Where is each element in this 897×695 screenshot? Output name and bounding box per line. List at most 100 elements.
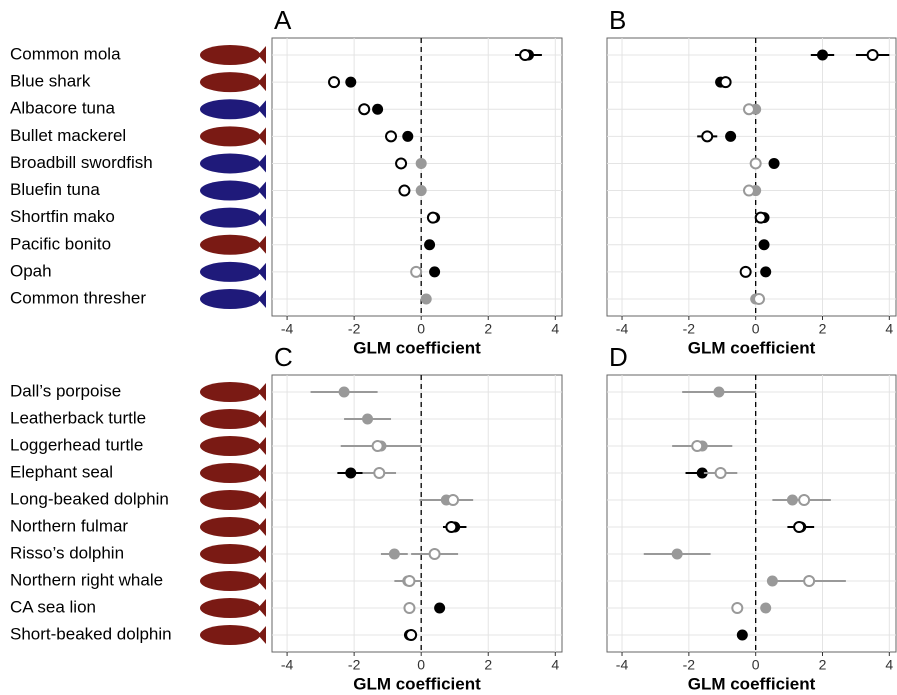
x-axis-label: GLM coefficient bbox=[353, 338, 481, 357]
filled-point bbox=[768, 157, 780, 169]
filled-point bbox=[671, 548, 683, 560]
category-label: Short-beaked dolphin bbox=[10, 624, 172, 643]
filled-point bbox=[372, 103, 384, 115]
category-label: Risso’s dolphin bbox=[10, 543, 124, 562]
open-point bbox=[714, 467, 727, 479]
filled-point bbox=[816, 49, 828, 61]
silhouette bbox=[200, 490, 260, 510]
category-label: Opah bbox=[10, 261, 52, 280]
open-point bbox=[373, 467, 386, 479]
category-label: Northern fulmar bbox=[10, 516, 128, 535]
filled-point bbox=[696, 467, 708, 479]
silhouette-tail bbox=[258, 599, 266, 617]
silhouette bbox=[200, 436, 260, 456]
silhouette-tail bbox=[258, 626, 266, 644]
x-tick-label: 4 bbox=[885, 321, 893, 337]
filled-point bbox=[420, 293, 432, 305]
open-point bbox=[410, 265, 423, 278]
open-point bbox=[403, 575, 416, 587]
open-point bbox=[866, 49, 879, 61]
silhouette bbox=[200, 517, 260, 537]
filled-point bbox=[760, 266, 772, 278]
x-tick-label: 0 bbox=[417, 657, 425, 673]
open-point bbox=[426, 211, 439, 224]
open-point bbox=[371, 440, 384, 452]
silhouette bbox=[200, 409, 260, 429]
silhouette bbox=[200, 289, 260, 309]
open-point bbox=[719, 76, 732, 89]
x-axis-label: GLM coefficient bbox=[688, 674, 816, 693]
category-label: Blue shark bbox=[10, 72, 91, 91]
open-point bbox=[754, 211, 767, 224]
silhouette-tail bbox=[258, 127, 266, 146]
x-tick-label: 4 bbox=[551, 321, 559, 337]
silhouette bbox=[200, 180, 260, 201]
category-label: Pacific bonito bbox=[10, 234, 111, 253]
filled-point bbox=[345, 467, 357, 479]
open-point bbox=[403, 602, 416, 614]
x-axis-label: GLM coefficient bbox=[688, 338, 816, 357]
silhouette-tail bbox=[258, 437, 266, 455]
silhouette bbox=[200, 571, 260, 591]
panel-title: A bbox=[274, 5, 292, 35]
silhouette-tail bbox=[258, 262, 266, 281]
open-point bbox=[519, 49, 532, 61]
category-label: Dall’s porpoise bbox=[10, 381, 121, 400]
open-point bbox=[803, 575, 816, 587]
category-label: Shortfin mako bbox=[10, 207, 115, 226]
category-label: Long-beaked dolphin bbox=[10, 489, 169, 508]
plot-background bbox=[606, 374, 897, 653]
silhouette bbox=[200, 207, 260, 228]
silhouette-tail bbox=[258, 181, 266, 200]
x-tick-label: 0 bbox=[417, 321, 425, 337]
open-point bbox=[405, 629, 418, 641]
filled-point bbox=[713, 386, 725, 398]
category-label: Elephant seal bbox=[10, 462, 113, 481]
x-tick-label: 4 bbox=[551, 657, 559, 673]
x-axis-label: GLM coefficient bbox=[353, 674, 481, 693]
silhouette bbox=[200, 153, 260, 174]
open-point bbox=[793, 521, 806, 533]
filled-point bbox=[429, 266, 441, 278]
open-point bbox=[691, 440, 704, 452]
open-point bbox=[739, 265, 752, 278]
x-tick-label: -4 bbox=[616, 321, 629, 337]
silhouette bbox=[200, 382, 260, 402]
category-label: CA sea lion bbox=[10, 597, 96, 616]
x-tick-label: 2 bbox=[484, 657, 492, 673]
category-label: Loggerhead turtle bbox=[10, 435, 143, 454]
filled-point bbox=[362, 413, 374, 425]
plot-background bbox=[606, 37, 897, 317]
panel-title: D bbox=[609, 342, 628, 372]
silhouette bbox=[200, 72, 260, 93]
silhouette bbox=[200, 463, 260, 483]
plot-background bbox=[271, 374, 563, 653]
x-tick-label: 2 bbox=[819, 657, 827, 673]
filled-point bbox=[338, 386, 350, 398]
silhouette-tail bbox=[258, 410, 266, 428]
panel-title: B bbox=[609, 5, 626, 35]
silhouette-tail bbox=[258, 100, 266, 119]
category-label: Bluefin tuna bbox=[10, 180, 100, 199]
silhouette-tail bbox=[258, 290, 266, 308]
x-tick-label: -4 bbox=[616, 657, 629, 673]
category-label: Common thresher bbox=[10, 288, 146, 307]
silhouette-tail bbox=[258, 46, 266, 64]
silhouette bbox=[200, 625, 260, 645]
x-tick-label: 0 bbox=[752, 321, 760, 337]
open-point bbox=[428, 548, 441, 560]
filled-point bbox=[736, 629, 748, 641]
silhouette bbox=[200, 126, 260, 147]
open-point bbox=[749, 157, 762, 170]
filled-point bbox=[434, 602, 446, 614]
filled-point bbox=[758, 239, 770, 251]
silhouette-tail bbox=[258, 235, 266, 254]
category-label: Albacore tuna bbox=[10, 99, 115, 118]
open-point bbox=[398, 184, 411, 197]
silhouette bbox=[200, 99, 260, 120]
open-point bbox=[328, 76, 341, 89]
open-point bbox=[798, 494, 811, 506]
x-tick-label: -2 bbox=[683, 657, 696, 673]
open-point bbox=[731, 602, 744, 614]
